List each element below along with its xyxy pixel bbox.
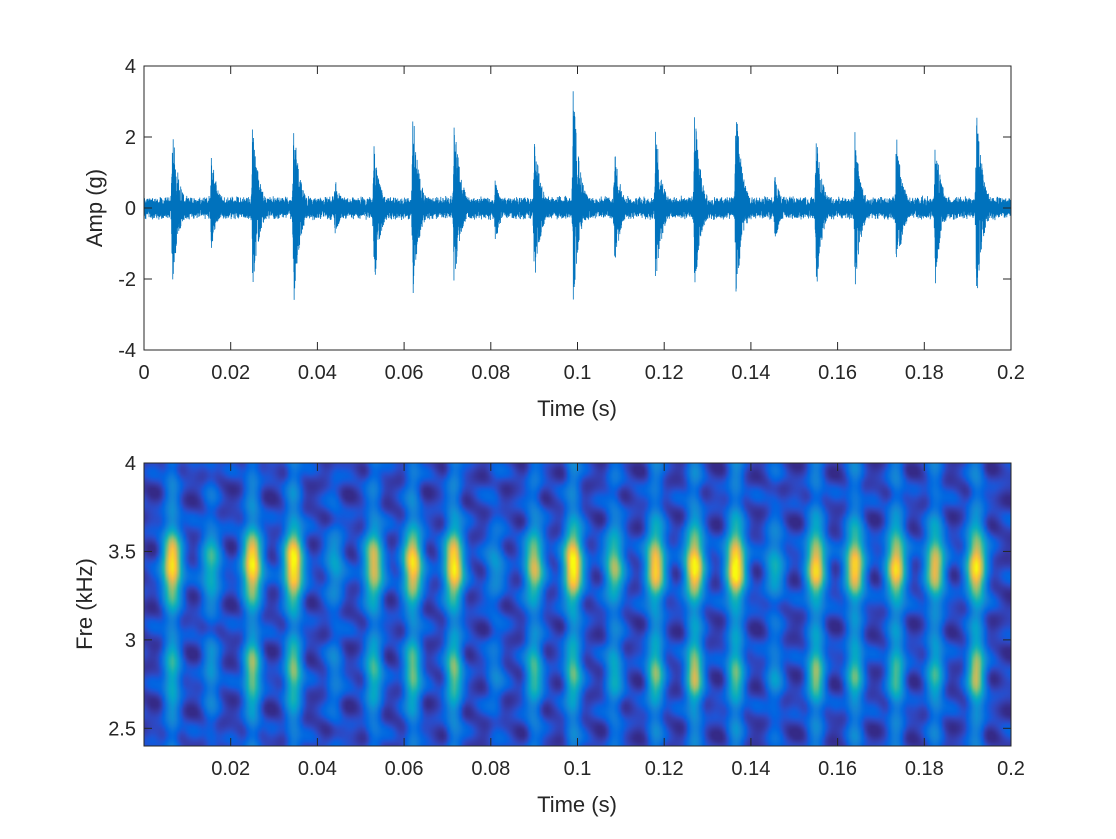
amplitude-y-tick-label: 0: [125, 198, 136, 220]
spectrogram-x-tick-label: 0.12: [645, 758, 684, 780]
spectrogram-y-tick-label: 3.5: [108, 541, 136, 563]
amplitude-x-tick-label: 0.2: [997, 362, 1025, 384]
amplitude-x-tick-label: 0.02: [211, 362, 250, 384]
spectrogram-x-ticks: 0.02 0.04 0.06 0.08 0.1 0.12 0.14 0.16 0.18 0.2: [211, 463, 1025, 780]
amplitude-x-tick-label: 0: [138, 362, 149, 384]
amplitude-signal-line: [144, 91, 1011, 300]
spectrogram-y-axis-label: Fre (kHz): [72, 558, 97, 650]
amplitude-x-tick-label: 0.04: [298, 362, 337, 384]
spectrogram-x-tick-label: 0.14: [731, 758, 770, 780]
spectrogram-y-tick-label: 3: [125, 630, 136, 652]
spectrogram-x-tick-label: 0.06: [385, 758, 424, 780]
amplitude-y-tick-label: 4: [125, 56, 136, 78]
amplitude-plot: 0 0.02 0.04 0.06 0.08 0.1 0.12 0.14 0.16 0.18 0.2 …: [82, 56, 1025, 421]
amplitude-y-tick-label: -4: [118, 340, 136, 362]
spectrogram-image: [144, 463, 1011, 746]
spectrogram-y-ticks: 2.5 3 3.5 4: [108, 453, 1011, 740]
spectrogram-x-tick-label: 0.02: [211, 758, 250, 780]
spectrogram-x-tick-label: 0.2: [997, 758, 1025, 780]
spectrogram-x-tick-label: 0.04: [298, 758, 337, 780]
amplitude-signal: [144, 91, 1011, 300]
amplitude-x-axis-label: Time (s): [537, 396, 617, 421]
spectrogram-x-tick-label: 0.18: [905, 758, 944, 780]
amplitude-y-ticks: -4 -2 0 2 4: [118, 56, 1011, 362]
spectrogram-y-tick-label: 2.5: [108, 718, 136, 740]
spectrogram-plot: 0.02 0.04 0.06 0.08 0.1 0.12 0.14 0.16 0.18 0.2 2…: [72, 453, 1025, 817]
amplitude-x-tick-label: 0.1: [564, 362, 592, 384]
spectrogram-x-tick-label: 0.16: [818, 758, 857, 780]
amplitude-y-axis-label: Amp (g): [82, 169, 107, 247]
amplitude-y-tick-label: -2: [118, 269, 136, 291]
spectrogram-x-tick-label: 0.1: [564, 758, 592, 780]
spectrogram-x-axis-label: Time (s): [537, 792, 617, 817]
amplitude-x-tick-label: 0.14: [731, 362, 770, 384]
amplitude-y-tick-label: 2: [125, 127, 136, 149]
amplitude-x-tick-label: 0.12: [645, 362, 684, 384]
spectrogram-y-tick-label: 4: [125, 453, 136, 475]
amplitude-x-tick-label: 0.08: [471, 362, 510, 384]
amplitude-x-ticks: 0 0.02 0.04 0.06 0.08 0.1 0.12 0.14 0.16 0.18 0.2: [138, 66, 1025, 384]
amplitude-x-tick-label: 0.16: [818, 362, 857, 384]
amplitude-x-tick-label: 0.06: [385, 362, 424, 384]
spectrogram-x-tick-label: 0.08: [471, 758, 510, 780]
amplitude-x-tick-label: 0.18: [905, 362, 944, 384]
